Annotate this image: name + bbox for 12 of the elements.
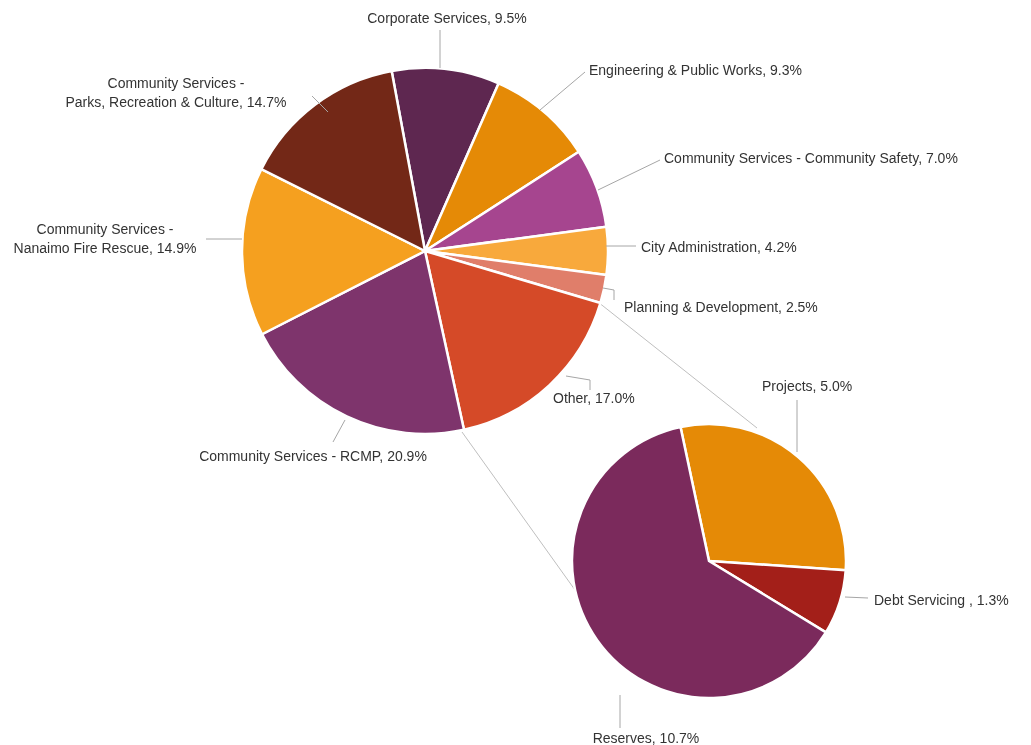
slice-label: Projects, 5.0% xyxy=(762,378,853,394)
slice-label: Planning & Development, 2.5% xyxy=(624,299,818,315)
slice-label: City Administration, 4.2% xyxy=(641,239,797,255)
slice-label: Community Services - Parks, Recreation & Culture, 14.7% xyxy=(65,75,287,110)
slice-label: Community Services - RCMP, 20.9% xyxy=(199,448,427,464)
slice-label: Community Services - Community Safety, 7.0% xyxy=(664,150,958,166)
slice-label: Debt Servicing , 1.3% xyxy=(874,592,1009,608)
slice-label: Reserves, 10.7% xyxy=(592,730,700,745)
slice-label: Other, 17.0% xyxy=(553,390,635,406)
slice-label: Community Services - Nanaimo Fire Rescue, 14.9% xyxy=(13,221,197,256)
slice-label: Engineering & Public Works, 9.3% xyxy=(589,62,802,78)
slice-label: Corporate Services, 9.5% xyxy=(367,10,527,26)
